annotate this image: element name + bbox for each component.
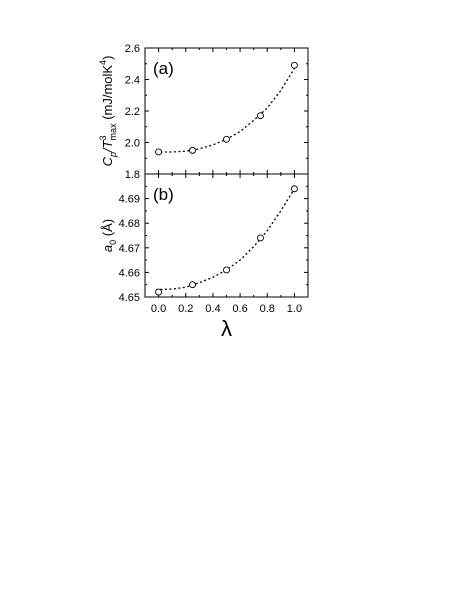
ylabel-base: a bbox=[100, 245, 115, 252]
panel-b: 4.65 4.66 4.67 4.68 4.69 0.0 0.2 0.4 0.6 0.8 1.0 (b… bbox=[100, 173, 309, 341]
y-tick-label: 4.67 bbox=[119, 243, 140, 255]
panel-a: 1.8 2.0 2.2 2.4 2.6 (a) Cp/T3max (mJ/molK4) bbox=[98, 43, 309, 181]
ylabel-close: ) bbox=[100, 56, 115, 60]
ylabel-sup: 3 bbox=[98, 135, 108, 140]
panel-label: (a) bbox=[153, 59, 174, 78]
ylabel-sub-max: max bbox=[108, 123, 118, 141]
data-point bbox=[223, 135, 230, 143]
y-tick-label: 4.65 bbox=[119, 292, 140, 304]
y-tick-label: 2.0 bbox=[125, 138, 140, 150]
x-tick-label: 0.6 bbox=[232, 303, 247, 315]
y-tick-label: 2.2 bbox=[125, 106, 140, 118]
data-point bbox=[189, 281, 196, 289]
ylabel-sub: p bbox=[108, 152, 118, 158]
y-tick-label: 4.68 bbox=[119, 218, 140, 230]
x-tick-label: 0.4 bbox=[205, 303, 220, 315]
data-point bbox=[290, 185, 298, 193]
x-tick-label: 0.0 bbox=[151, 303, 166, 315]
y-axis-title: Cp/T3max (mJ/molK4) bbox=[98, 56, 118, 167]
ylabel-unit: (mJ/molK bbox=[100, 65, 115, 124]
fit-curve bbox=[155, 188, 295, 291]
chart-root: 1.8 2.0 2.2 2.4 2.6 (a) Cp/T3max (mJ/molK4) 4.6… bbox=[98, 43, 309, 341]
data-point bbox=[290, 61, 298, 69]
ylabel-unit: (Å) bbox=[100, 219, 115, 240]
x-axis-title: λ bbox=[221, 316, 232, 341]
data-point bbox=[155, 288, 163, 296]
ylabel-t: /T bbox=[100, 139, 115, 153]
data-point bbox=[223, 266, 230, 274]
ylabel-base: C bbox=[100, 156, 115, 166]
data-point bbox=[257, 234, 264, 242]
x-tick-label: 0.8 bbox=[260, 303, 275, 315]
y-tick-label: 4.66 bbox=[119, 267, 140, 279]
ylabel-unit-sup: 4 bbox=[98, 60, 108, 65]
x-tick-label: 0.2 bbox=[178, 303, 193, 315]
y-tick-label: 2.4 bbox=[125, 75, 140, 87]
panel-label: (b) bbox=[153, 185, 174, 204]
data-point bbox=[257, 112, 264, 120]
ylabel-sub: 0 bbox=[108, 240, 118, 245]
x-tick-label: 1.0 bbox=[287, 303, 302, 315]
y-tick-label: 4.69 bbox=[119, 194, 140, 206]
y-tick-label: 2.6 bbox=[125, 43, 140, 55]
data-point bbox=[189, 146, 196, 154]
y-tick-label: 1.8 bbox=[125, 169, 140, 181]
data-point bbox=[155, 148, 163, 156]
y-axis-title: a0 (Å) bbox=[100, 219, 118, 252]
